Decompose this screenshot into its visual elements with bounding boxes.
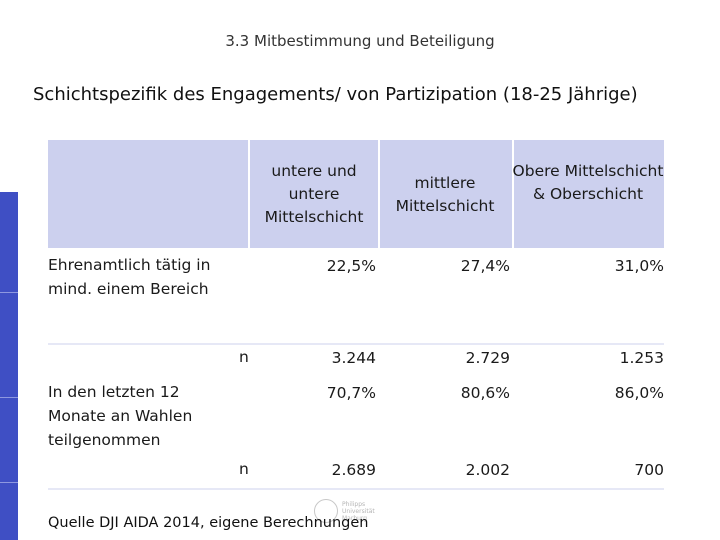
university-seal-icon <box>314 499 338 523</box>
logo-text-line: Universität <box>342 507 375 515</box>
cell-n2-middle: 2.002 <box>465 461 510 479</box>
column-header-lower: untere und untere Mittelschicht <box>264 162 364 226</box>
section-title: 3.3 Mitbestimmung und Beteiligung <box>225 32 495 50</box>
cell-n1-upper: 1.253 <box>619 349 664 367</box>
row-label-volunteering: Ehrenamtlich tätig in mind. einem Bereic… <box>48 256 211 298</box>
row-label-n: n <box>239 348 249 366</box>
source-note: Quelle DJI AIDA 2014, eigene Berechnunge… <box>48 515 369 531</box>
logo-text-line: Philipps <box>342 500 366 508</box>
cell-volunteering-middle: 27,4% <box>460 257 510 275</box>
cell-voting-lower: 70,7% <box>326 384 376 402</box>
row-separator <box>48 488 664 490</box>
university-logo: Philipps Universität Marburg <box>314 496 414 526</box>
cell-voting-middle: 80,6% <box>460 384 510 402</box>
cell-volunteering-lower: 22,5% <box>326 257 376 275</box>
cell-n2-upper: 700 <box>634 461 664 479</box>
slide-subtitle: Schichtspezifik des Engagements/ von Par… <box>33 84 638 105</box>
row-label-voting: In den letzten 12 Monate an Wahlen teilg… <box>48 383 193 449</box>
column-header-middle: mittlere Mittelschicht <box>395 174 495 215</box>
column-divider <box>512 140 514 490</box>
slide-accent-bar <box>0 192 18 540</box>
cell-n1-middle: 2.729 <box>465 349 510 367</box>
row-separator <box>48 343 664 345</box>
table-header-background <box>48 140 664 248</box>
column-header-upper: Obere Mittelschicht & Oberschicht <box>512 162 664 203</box>
logo-text-line: Marburg <box>342 514 368 522</box>
cell-n1-lower: 3.244 <box>331 349 376 367</box>
cell-n2-lower: 2.689 <box>331 461 376 479</box>
cell-volunteering-upper: 31,0% <box>614 257 664 275</box>
cell-voting-upper: 86,0% <box>614 384 664 402</box>
row-label-n: n <box>239 460 249 478</box>
column-divider <box>378 140 380 490</box>
column-divider <box>248 140 250 490</box>
